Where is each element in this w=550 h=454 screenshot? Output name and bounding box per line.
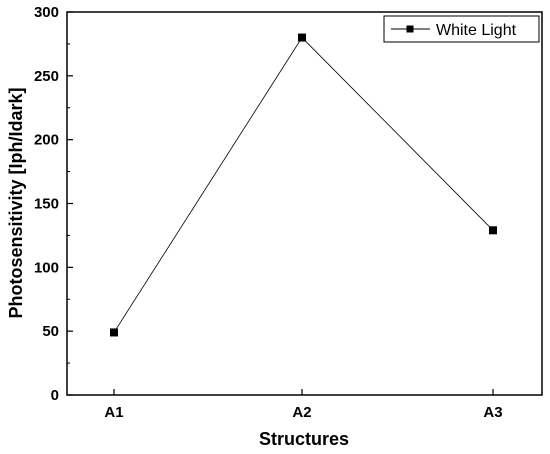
legend: White Light	[383, 15, 540, 43]
y-axis: 0 50 100 150 200 250 300	[34, 4, 73, 404]
y-tick-label: 300	[34, 4, 59, 21]
y-tick-label: 150	[34, 196, 59, 213]
y-tick-label: 200	[34, 132, 59, 149]
data-point	[110, 328, 118, 337]
x-tick-label: A1	[104, 404, 123, 421]
x-tick-label: A2	[292, 404, 311, 421]
y-axis-title: Photosensitivity [Iph/Idark]	[6, 87, 26, 318]
y-tick-label: 100	[34, 259, 59, 276]
x-tick-label: A3	[483, 404, 502, 421]
plot-frame	[66, 11, 543, 396]
data-point	[489, 226, 497, 235]
series-line	[113, 36, 494, 333]
data-point	[298, 33, 306, 42]
y-tick-label: 50	[42, 323, 59, 340]
x-axis: A1 A2 A3	[104, 389, 503, 421]
legend-marker	[406, 25, 414, 33]
legend-label: White Light	[436, 22, 517, 39]
series-layer	[110, 33, 497, 337]
x-axis-title: Structures	[259, 429, 349, 449]
y-tick-label: 0	[51, 387, 59, 404]
y-tick-label: 250	[34, 68, 59, 85]
